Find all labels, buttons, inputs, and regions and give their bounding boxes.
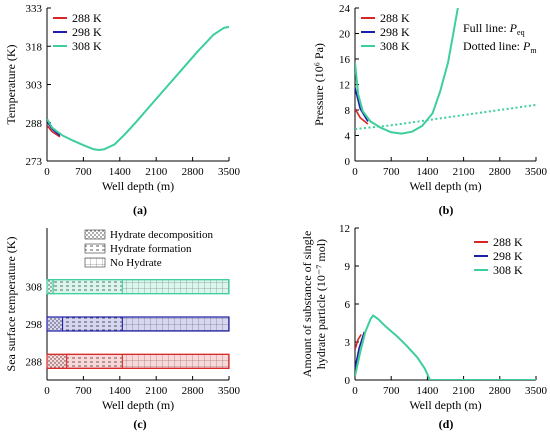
x-tick-label-d: 3500 <box>525 385 548 397</box>
x-tick-label-b: 2100 <box>453 166 476 178</box>
x-tick-label-c: 3500 <box>218 385 241 397</box>
bar-tint-298 <box>46 316 230 332</box>
x-tick-label-d: 700 <box>383 385 400 397</box>
x-tick-label-b: 0 <box>352 166 358 178</box>
x-tick-label-d: 1400 <box>416 385 439 397</box>
x-tick-label-d: 2100 <box>453 385 476 397</box>
series-line-b-288 <box>355 108 369 125</box>
legend-swatch-c-0 <box>84 229 106 240</box>
x-axis-title-b: Well depth (m) <box>409 179 481 193</box>
bar-tint-288 <box>46 353 230 369</box>
legend-label-b-308: 308 K <box>380 39 410 53</box>
x-axis-title-c: Well depth (m) <box>102 398 174 412</box>
x-tick-label-b: 2800 <box>489 166 512 178</box>
y-tick-label-d: 9 <box>345 261 351 273</box>
series-line-a-308 <box>47 25 229 151</box>
y-tick-label-a: 318 <box>26 41 43 53</box>
legend-label-c-1: Hydrate formation <box>110 243 192 255</box>
series-line-b-pm <box>355 103 536 131</box>
y-tick-label-a: 303 <box>26 80 43 92</box>
y-tick-label-b: 0 <box>345 156 351 168</box>
annotation-text: Full line: <box>463 21 510 35</box>
x-axis-title-a: Well depth (m) <box>102 179 174 193</box>
y-tick-label-b: 16 <box>339 54 351 66</box>
series-line-b-308 <box>355 8 459 135</box>
y-tick-label-d: 6 <box>345 299 351 311</box>
y-axis-title-b: Pressure (10⁶ Pa) <box>312 43 326 126</box>
y-tick-label-d: 0 <box>345 375 351 387</box>
x-tick-label-d: 2800 <box>489 385 512 397</box>
x-tick-label-c: 700 <box>75 385 92 397</box>
panel-label-d: (d) <box>439 417 454 431</box>
legend-label-a-298: 298 K <box>72 25 102 39</box>
x-tick-label-c: 2100 <box>145 385 168 397</box>
x-tick-label-a: 0 <box>44 166 50 178</box>
bar-tint-308 <box>46 279 230 295</box>
legend-label-b-288: 288 K <box>380 11 410 25</box>
x-tick-label-c: 1400 <box>109 385 132 397</box>
annotation-b-1: Dotted line: Pm <box>463 39 537 55</box>
y-tick-label-a: 273 <box>26 156 43 168</box>
x-tick-label-a: 1400 <box>109 166 132 178</box>
series-line-d-288 <box>355 333 362 350</box>
legend-label-a-308: 308 K <box>72 39 102 53</box>
y-tick-label-a: 333 <box>26 3 43 15</box>
x-tick-label-a: 2800 <box>182 166 205 178</box>
legend-label-c-0: Hydrate decomposition <box>110 229 213 241</box>
y-tick-label-c: 308 <box>26 282 43 294</box>
x-tick-label-d: 0 <box>352 385 358 397</box>
y-tick-label-a: 288 <box>26 118 43 130</box>
y-tick-label-c: 298 <box>26 319 43 331</box>
legend-label-a-288: 288 K <box>72 11 102 25</box>
annotation-text: Dotted line: <box>463 39 523 53</box>
x-tick-label-a: 700 <box>75 166 92 178</box>
panel-label-a: (a) <box>133 203 147 217</box>
annotation-b-0: Full line: Peq <box>463 21 525 37</box>
y-tick-label-c: 288 <box>26 356 43 368</box>
y-tick-label-d: 12 <box>339 223 350 235</box>
y-tick-label-b: 8 <box>345 105 351 117</box>
y-tick-label-b: 24 <box>339 3 351 15</box>
panel-label-c: (c) <box>133 417 146 431</box>
legend-label-d-298: 298 K <box>493 249 523 263</box>
annotation-symbol: P <box>522 39 531 53</box>
legend-label-d-288: 288 K <box>493 235 523 249</box>
x-tick-label-c: 0 <box>44 385 50 397</box>
series-line-b-298 <box>355 87 369 122</box>
x-tick-label-c: 2800 <box>182 385 205 397</box>
legend-label-d-308: 308 K <box>493 263 523 277</box>
legend-swatch-c-1 <box>84 243 106 254</box>
x-tick-label-b: 3500 <box>525 166 548 178</box>
y-tick-label-d: 3 <box>345 337 351 349</box>
x-tick-label-a: 2100 <box>145 166 168 178</box>
x-tick-label-a: 3500 <box>218 166 241 178</box>
panel-label-b: (b) <box>439 203 454 217</box>
x-tick-label-b: 1400 <box>416 166 439 178</box>
series-line-a-288 <box>47 124 61 138</box>
annotation-symbol: P <box>509 21 518 35</box>
legend-swatch-c-2 <box>84 257 106 268</box>
series-line-d-308 <box>355 314 536 380</box>
x-axis-title-d: Well depth (m) <box>409 398 481 412</box>
series-line-d-298 <box>355 331 366 369</box>
y-tick-label-b: 4 <box>345 131 351 143</box>
series-line-a-298 <box>47 121 61 137</box>
y-tick-label-b: 12 <box>339 80 350 92</box>
y-tick-label-b: 20 <box>339 29 351 41</box>
x-tick-label-b: 700 <box>383 166 400 178</box>
annotation-subscript: m <box>530 46 537 55</box>
legend-label-c-2: No Hydrate <box>110 257 162 269</box>
y-axis-title-line2-d: hydrate particle (10⁻⁷ mol) <box>314 239 328 369</box>
y-axis-title-line1-d: Amount of substance of single <box>300 231 314 378</box>
annotation-subscript: eq <box>517 28 525 37</box>
y-axis-title-c: Sea surface temperature (K) <box>4 237 18 372</box>
legend-label-b-298: 298 K <box>380 25 410 39</box>
y-axis-title-a: Temperature (K) <box>4 44 18 124</box>
